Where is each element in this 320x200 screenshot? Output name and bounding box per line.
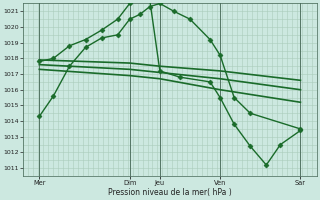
X-axis label: Pression niveau de la mer( hPa ): Pression niveau de la mer( hPa ) [108, 188, 232, 197]
